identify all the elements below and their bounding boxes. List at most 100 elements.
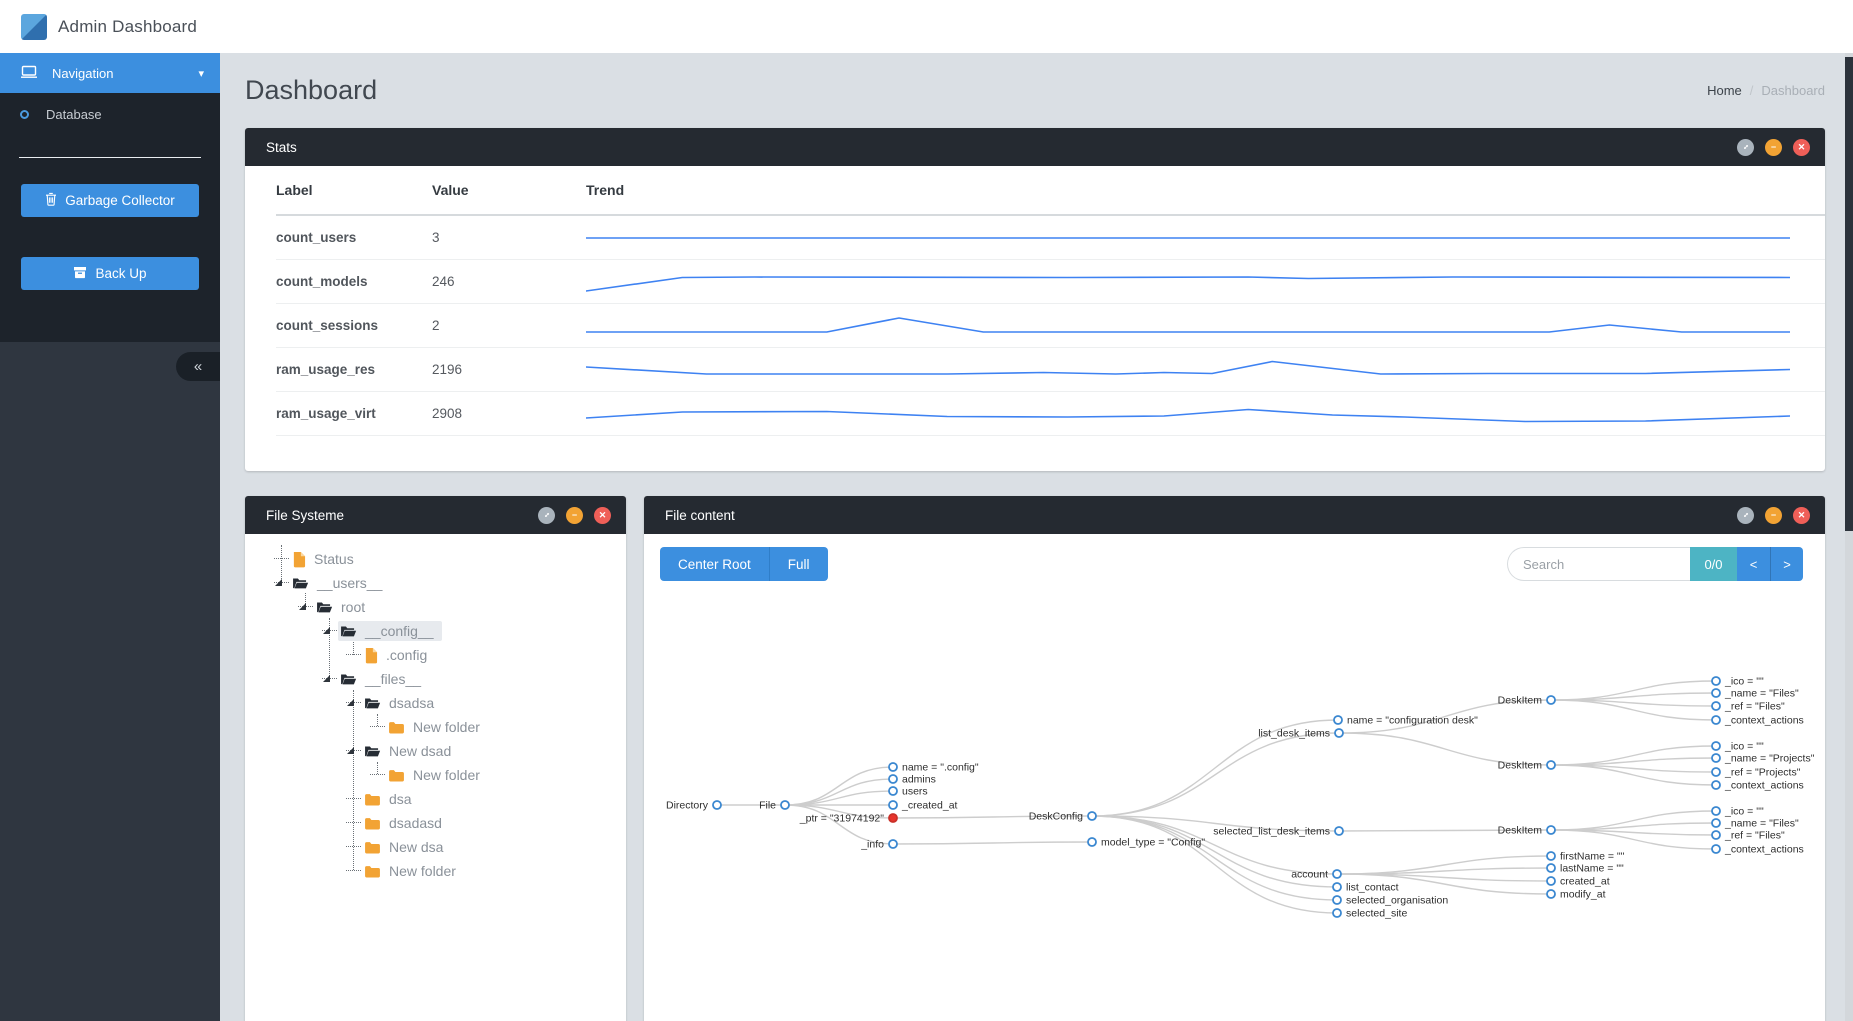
graph-node[interactable] (1546, 863, 1556, 873)
graph-node[interactable] (1711, 818, 1721, 828)
tree-item--users-[interactable]: __users__ (245, 571, 626, 595)
breadcrumb-home-link[interactable]: Home (1707, 83, 1742, 98)
collapse-panel-button[interactable]: − (566, 506, 583, 524)
tree-item-new-folder[interactable]: New folder (245, 715, 626, 739)
sidebar-item-database[interactable]: Database (0, 93, 220, 135)
graph-node[interactable] (888, 813, 898, 823)
tree-node-box[interactable]: New folder (362, 861, 464, 881)
tree-node-box[interactable]: New folder (386, 765, 488, 785)
close-panel-button[interactable]: ✕ (594, 506, 611, 524)
graph-node[interactable] (1546, 825, 1556, 835)
tree-node-box[interactable]: root (314, 597, 373, 617)
expanded-arrow-icon[interactable] (296, 595, 314, 619)
backup-button[interactable]: Back Up (21, 257, 199, 290)
tree-node-box[interactable]: .config (362, 645, 435, 666)
tree-node-box[interactable]: New dsa (362, 837, 451, 857)
graph-node[interactable] (1334, 826, 1344, 836)
tree-item-dsa[interactable]: dsa (245, 787, 626, 811)
tree-item--config-[interactable]: __config__ (245, 619, 626, 643)
tree-item-dsadasd[interactable]: dsadasd (245, 811, 626, 835)
close-panel-button[interactable]: ✕ (1793, 138, 1810, 156)
tree-item-dsadsa[interactable]: dsadsa (245, 691, 626, 715)
full-button[interactable]: Full (768, 547, 828, 581)
tree-node-box[interactable]: New dsad (362, 741, 459, 761)
tree-node-box[interactable]: Status (290, 549, 362, 570)
graph-node[interactable] (1087, 837, 1097, 847)
tree-item-new-dsad[interactable]: New dsad (245, 739, 626, 763)
graph-node[interactable] (1711, 715, 1721, 725)
graph-node[interactable] (1546, 876, 1556, 886)
graph-node[interactable] (1711, 780, 1721, 790)
tree-node-box[interactable]: dsa (362, 789, 420, 809)
graph-node-label: created_at (1560, 876, 1610, 888)
graph-node[interactable] (1332, 869, 1342, 879)
tree-item-new-dsa[interactable]: New dsa (245, 835, 626, 859)
graph-node[interactable] (780, 800, 790, 810)
expand-panel-button[interactable] (1737, 506, 1754, 524)
graph-node[interactable] (888, 786, 898, 796)
tree-item-new-folder[interactable]: New folder (245, 763, 626, 787)
graph-node[interactable] (1334, 728, 1344, 738)
close-panel-button[interactable]: ✕ (1793, 506, 1810, 524)
vertical-scrollbar-thumb[interactable] (1845, 57, 1853, 531)
tree-node-box[interactable]: dsadsa (362, 693, 442, 713)
graph-node[interactable] (1546, 760, 1556, 770)
object-tree-graph[interactable]: Directory File name = ".config"adminsusers… (644, 598, 1825, 1019)
sidebar-nav-header[interactable]: Navigation ▾ (0, 53, 220, 93)
tree-node-box[interactable]: __files__ (338, 669, 429, 689)
search-input[interactable] (1507, 547, 1690, 581)
sidebar-collapse-button[interactable]: « (176, 352, 220, 381)
tree-item-new-folder[interactable]: New folder (245, 859, 626, 883)
tree-item--files-[interactable]: __files__ (245, 667, 626, 691)
tree-node-box[interactable]: __config__ (338, 621, 442, 641)
vertical-scrollbar-track[interactable] (1845, 53, 1853, 1021)
graph-node[interactable] (1711, 741, 1721, 751)
tree-node-box[interactable]: dsadasd (362, 813, 450, 833)
graph-node[interactable] (1332, 908, 1342, 918)
tree-item-label: Status (314, 551, 354, 567)
graph-node[interactable] (1546, 851, 1556, 861)
graph-node[interactable] (1333, 715, 1343, 725)
graph-node[interactable] (888, 762, 898, 772)
graph-node[interactable] (1546, 889, 1556, 899)
tree-item-status[interactable]: Status (245, 547, 626, 571)
graph-node[interactable] (1711, 688, 1721, 698)
graph-node[interactable] (888, 774, 898, 784)
tree-item--config[interactable]: .config (245, 643, 626, 667)
graph-node[interactable] (1711, 753, 1721, 763)
prev-match-button[interactable]: < (1737, 547, 1770, 581)
expanded-arrow-icon[interactable] (320, 619, 338, 643)
graph-node[interactable] (712, 800, 722, 810)
garbage-collector-button[interactable]: Garbage Collector (21, 184, 199, 217)
graph-node[interactable] (1332, 895, 1342, 905)
expanded-arrow-icon[interactable] (272, 571, 290, 595)
collapse-panel-button[interactable]: − (1765, 138, 1782, 156)
expanded-arrow-icon[interactable] (320, 667, 338, 691)
tree-node-box[interactable]: New folder (386, 717, 488, 737)
graph-node[interactable] (1087, 811, 1097, 821)
graph-node[interactable] (1546, 695, 1556, 705)
graph-node[interactable] (1711, 830, 1721, 840)
tree-item-root[interactable]: root (245, 595, 626, 619)
collapse-panel-button[interactable]: − (1765, 506, 1782, 524)
sidebar-divider (19, 157, 201, 158)
graph-node[interactable] (1711, 676, 1721, 686)
expand-panel-button[interactable] (538, 506, 555, 524)
expanded-arrow-icon[interactable] (344, 739, 362, 763)
graph-node[interactable] (1711, 844, 1721, 854)
graph-node[interactable] (1332, 882, 1342, 892)
expanded-arrow-icon[interactable] (344, 691, 362, 715)
center-root-button[interactable]: Center Root (660, 547, 769, 581)
expand-panel-button[interactable] (1737, 138, 1754, 156)
graph-node[interactable] (888, 800, 898, 810)
graph-node[interactable] (1711, 701, 1721, 711)
file-content-panel-header: File content − ✕ (644, 496, 1825, 534)
file-content-panel-title: File content (665, 507, 735, 523)
graph-node[interactable] (1711, 806, 1721, 816)
collapse-chevrons-icon: « (193, 358, 203, 375)
file-icon (365, 647, 378, 663)
graph-node[interactable] (1711, 767, 1721, 777)
graph-node[interactable] (888, 839, 898, 849)
tree-node-box[interactable]: __users__ (290, 573, 390, 593)
next-match-button[interactable]: > (1770, 547, 1803, 581)
